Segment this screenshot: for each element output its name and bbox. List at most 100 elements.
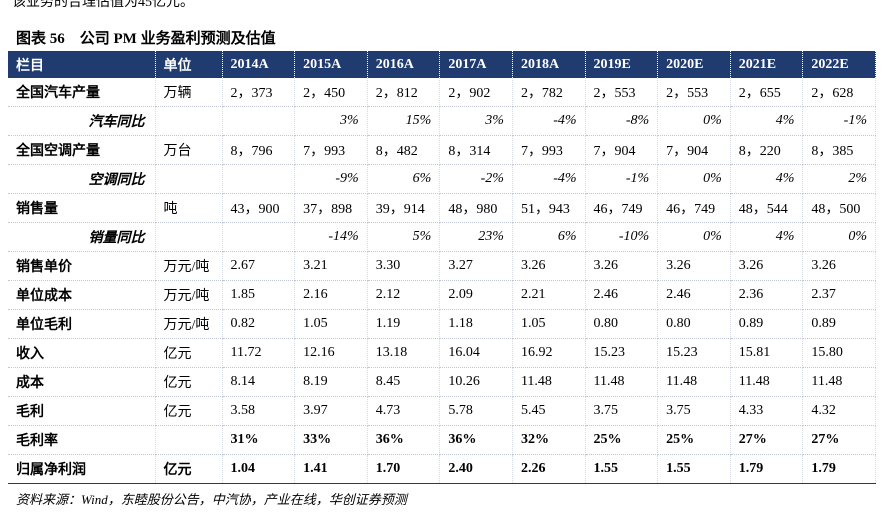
value-cell: 8.19: [294, 367, 368, 397]
value-cell: 3.97: [294, 396, 368, 426]
value-cell: 15%: [367, 106, 441, 136]
value-cell: 2%: [802, 164, 876, 194]
header-cell: 2022E: [802, 51, 876, 78]
value-cell: 1.19: [367, 309, 441, 339]
table-row: 销售量吨 43，900 37，898 39，914 48，980 51，943 46，749…: [8, 193, 876, 223]
value-cell: -1%: [802, 106, 876, 136]
value-cell: 2.36: [730, 280, 804, 310]
value-cell: -9%: [294, 164, 368, 194]
header-cell: 2014A: [222, 51, 296, 78]
value-cell: 4.32: [802, 396, 876, 426]
value-cell: 3.30: [367, 251, 441, 281]
value-cell: 3.21: [294, 251, 368, 281]
value-cell: 7，993: [512, 135, 586, 165]
value-cell: 33%: [294, 425, 368, 455]
value-cell: 2.09: [439, 280, 513, 310]
header-cell: 2015A: [294, 51, 368, 78]
value-cell: 48，544: [730, 193, 804, 223]
value-cell: 3.26: [512, 251, 586, 281]
value-cell: 2，902: [439, 78, 513, 107]
unit-cell: 万元/吨: [155, 309, 223, 339]
value-cell: 2，373: [222, 78, 296, 107]
header-cell: 2016A: [367, 51, 441, 78]
table-row: 单位成本 万元/吨 1.85 2.16 2.12 2.09 2.21 2.46 2.46 2.36…: [8, 280, 876, 310]
header-cell: 单位: [155, 51, 223, 78]
row-label: 毛利: [8, 396, 156, 426]
value-cell: 46，749: [657, 193, 731, 223]
value-cell: 3.75: [585, 396, 659, 426]
table: 栏目 单位 2014A 2015A 2016A 2017A 2018A 2019E 2020E 2…: [8, 51, 876, 484]
value-cell: 7，904: [657, 135, 731, 165]
value-cell: 4%: [730, 222, 804, 252]
header-cell: 2018A: [512, 51, 586, 78]
value-cell: 12.16: [294, 338, 368, 368]
unit-cell: [155, 222, 223, 252]
value-cell: 11.48: [585, 367, 659, 397]
table-row: 成本 亿元 8.14 8.19 8.45 10.26 11.48 11.48 11.48 11.4…: [8, 367, 876, 397]
value-cell: 0%: [657, 164, 731, 194]
value-cell: 1.05: [512, 309, 586, 339]
value-cell: 8，314: [439, 135, 513, 165]
table-row: 销售单价 万元/吨 2.67 3.21 3.30 3.27 3.26 3.26 3.26 3.26…: [8, 251, 876, 281]
value-cell: 39，914: [367, 193, 441, 223]
value-cell: 2，655: [730, 78, 804, 107]
value-cell: 43，900: [222, 193, 296, 223]
header-row: 栏目 单位 2014A 2015A 2016A 2017A 2018A 2019E 2020E 2…: [8, 51, 876, 78]
unit-cell: 亿元: [155, 338, 223, 368]
value-cell: 2.16: [294, 280, 368, 310]
value-cell: 4%: [730, 106, 804, 136]
value-cell: -2%: [439, 164, 513, 194]
value-cell: 8，482: [367, 135, 441, 165]
value-cell: 5%: [367, 222, 441, 252]
value-cell: 2，450: [294, 78, 368, 107]
value-cell: 37，898: [294, 193, 368, 223]
value-cell: 27%: [730, 425, 804, 455]
header-cell: 2020E: [657, 51, 731, 78]
value-cell: -1%: [585, 164, 659, 194]
row-label: 销量同比: [8, 222, 156, 252]
value-cell: 46，749: [585, 193, 659, 223]
table-title: 图表 56 公司 PM 业务盈利预测及估值: [16, 31, 276, 47]
unit-cell: [155, 164, 223, 194]
unit-cell: 吨: [155, 193, 223, 223]
value-cell: 4.33: [730, 396, 804, 426]
row-label: 空调同比: [8, 164, 156, 194]
value-cell: 5.78: [439, 396, 513, 426]
row-label: 单位毛利: [8, 309, 156, 339]
unit-cell: [155, 106, 223, 136]
unit-cell: 亿元: [155, 454, 223, 484]
value-cell: 0%: [802, 222, 876, 252]
value-cell: 2，553: [585, 78, 659, 107]
row-label: 汽车同比: [8, 106, 156, 136]
value-cell: 2.46: [657, 280, 731, 310]
table-row: 归属净利润 亿元 1.04 1.41 1.70 2.40 2.26 1.55 1.55 1.79 1…: [8, 454, 876, 484]
unit-cell: 万元/吨: [155, 280, 223, 310]
value-cell: 15.81: [730, 338, 804, 368]
header-cell: 栏目: [8, 51, 156, 78]
value-cell: 3.26: [802, 251, 876, 281]
value-cell: 2，553: [657, 78, 731, 107]
value-cell: 0%: [657, 106, 731, 136]
value-cell: 3.58: [222, 396, 296, 426]
value-cell: 2，812: [367, 78, 441, 107]
value-cell: [222, 222, 296, 252]
row-label: 归属净利润: [8, 454, 156, 484]
unit-cell: 亿元: [155, 367, 223, 397]
value-cell: 2.46: [585, 280, 659, 310]
value-cell: 0.80: [657, 309, 731, 339]
value-cell: 1.55: [657, 454, 731, 484]
value-cell: 11.48: [512, 367, 586, 397]
value-cell: 51，943: [512, 193, 586, 223]
table-row: 全国空调产量 万台 8，796 7，993 8，482 8，314 7，993 7，904 7，…: [8, 135, 876, 165]
unit-cell: 万台: [155, 135, 223, 165]
value-cell: 15.23: [585, 338, 659, 368]
value-cell: [222, 106, 296, 136]
table-row: 销量同比 -14% 5% 23% 6% -10% 0% 4% 0%: [8, 222, 876, 252]
header-cell: 2019E: [585, 51, 659, 78]
unit-cell: [155, 425, 223, 455]
value-cell: 6%: [512, 222, 586, 252]
row-label: 单位成本: [8, 280, 156, 310]
value-cell: 10.26: [439, 367, 513, 397]
value-cell: 16.92: [512, 338, 586, 368]
